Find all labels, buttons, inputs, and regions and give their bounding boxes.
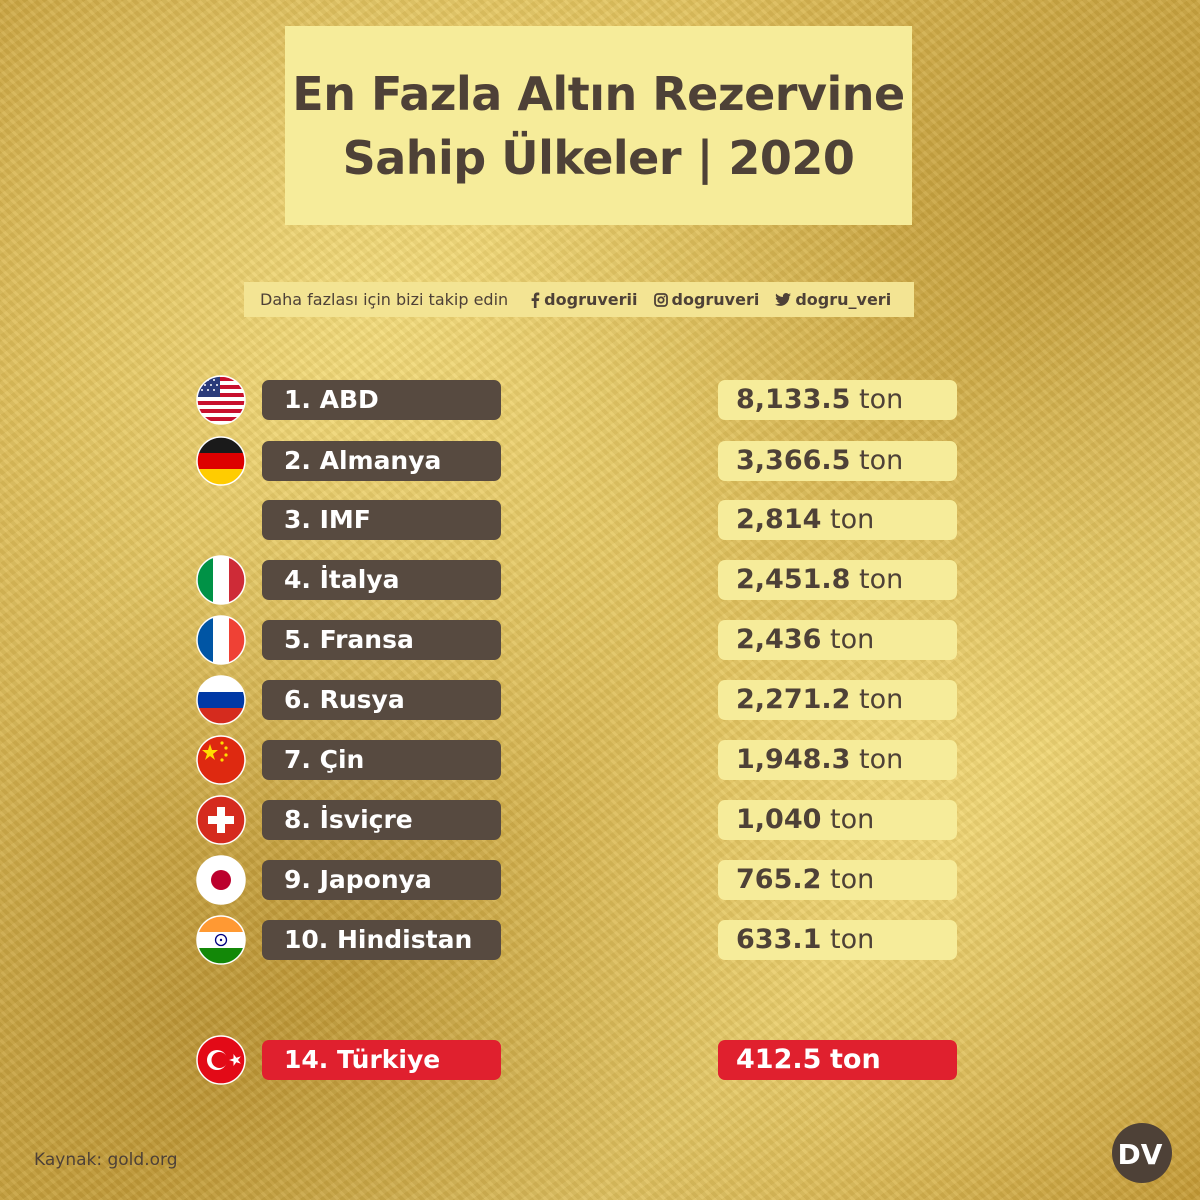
twitter-handle: dogru_veri (795, 290, 892, 309)
china-flag-icon (196, 735, 246, 785)
usa-flag-icon (196, 375, 246, 425)
logo-text: DV (1118, 1138, 1163, 1171)
rank-label: 10. Hindistan (262, 920, 501, 960)
value-label: 2,436 ton (718, 620, 957, 660)
twitter-link[interactable]: dogru_veri (775, 290, 891, 309)
value-label: 633.1 ton (718, 920, 957, 960)
rank-label: 9. Japonya (262, 860, 501, 900)
value-number: 412.5 (736, 1044, 822, 1075)
germany-flag-icon (196, 436, 246, 486)
twitter-icon (775, 293, 792, 306)
value-label: 2,814 ton (718, 500, 957, 540)
instagram-icon (653, 292, 668, 307)
value-unit: ton (859, 744, 904, 775)
value-label: 8,133.5 ton (718, 380, 957, 420)
dogru-veri-logo: DV (1112, 1123, 1172, 1183)
value-number: 3,366.5 (736, 445, 851, 476)
value-number: 2,814 (736, 504, 822, 535)
instagram-link[interactable]: dogruveri (653, 290, 760, 309)
value-label: 2,271.2 ton (718, 680, 957, 720)
rank-label: 7. Çin (262, 740, 501, 780)
russia-flag-icon (196, 675, 246, 725)
value-number: 8,133.5 (736, 384, 851, 415)
title-line-1: En Fazla Altın Rezervine (292, 66, 905, 121)
value-label: 3,366.5 ton (718, 441, 957, 481)
india-flag-icon (196, 915, 246, 965)
value-label-highlight: 412.5 ton (718, 1040, 957, 1080)
rank-label: 2. Almanya (262, 441, 501, 481)
italy-flag-icon (196, 555, 246, 605)
rank-label: 6. Rusya (262, 680, 501, 720)
rank-label-highlight: 14. Türkiye (262, 1040, 501, 1080)
value-number: 633.1 (736, 924, 822, 955)
value-unit: ton (830, 804, 875, 835)
value-unit: ton (830, 504, 875, 535)
facebook-handle: dogruverii (544, 290, 638, 309)
switzerland-flag-icon (196, 795, 246, 845)
value-number: 1,040 (736, 804, 822, 835)
value-unit: ton (830, 864, 875, 895)
value-unit: ton (830, 624, 875, 655)
rank-label: 1. ABD (262, 380, 501, 420)
title-box: En Fazla Altın Rezervine Sahip Ülkeler |… (285, 26, 912, 225)
rank-label: 3. IMF (262, 500, 501, 540)
follow-bar: Daha fazlası için bizi takip edin dogruv… (244, 282, 914, 317)
france-flag-icon (196, 615, 246, 665)
value-unit: ton (859, 384, 904, 415)
rank-label: 8. İsviçre (262, 800, 501, 840)
value-label: 1,040 ton (718, 800, 957, 840)
title-line-2: Sahip Ülkeler | 2020 (342, 130, 855, 185)
rank-label: 4. İtalya (262, 560, 501, 600)
value-number: 765.2 (736, 864, 822, 895)
value-label: 765.2 ton (718, 860, 957, 900)
instagram-handle: dogruveri (671, 290, 760, 309)
japan-flag-icon (196, 855, 246, 905)
source-note: Kaynak: gold.org (34, 1150, 178, 1170)
value-unit: ton (830, 1044, 881, 1075)
follow-text: Daha fazlası için bizi takip edin (260, 290, 509, 309)
value-number: 2,271.2 (736, 684, 851, 715)
value-unit: ton (830, 924, 875, 955)
facebook-icon (531, 292, 540, 308)
value-unit: ton (859, 445, 904, 476)
value-label: 2,451.8 ton (718, 560, 957, 600)
value-number: 1,948.3 (736, 744, 851, 775)
value-unit: ton (859, 684, 904, 715)
rank-label: 5. Fransa (262, 620, 501, 660)
facebook-link[interactable]: dogruverii (530, 290, 638, 309)
value-unit: ton (859, 564, 904, 595)
value-label: 1,948.3 ton (718, 740, 957, 780)
turkey-flag-icon (196, 1035, 246, 1085)
value-number: 2,451.8 (736, 564, 851, 595)
value-number: 2,436 (736, 624, 822, 655)
